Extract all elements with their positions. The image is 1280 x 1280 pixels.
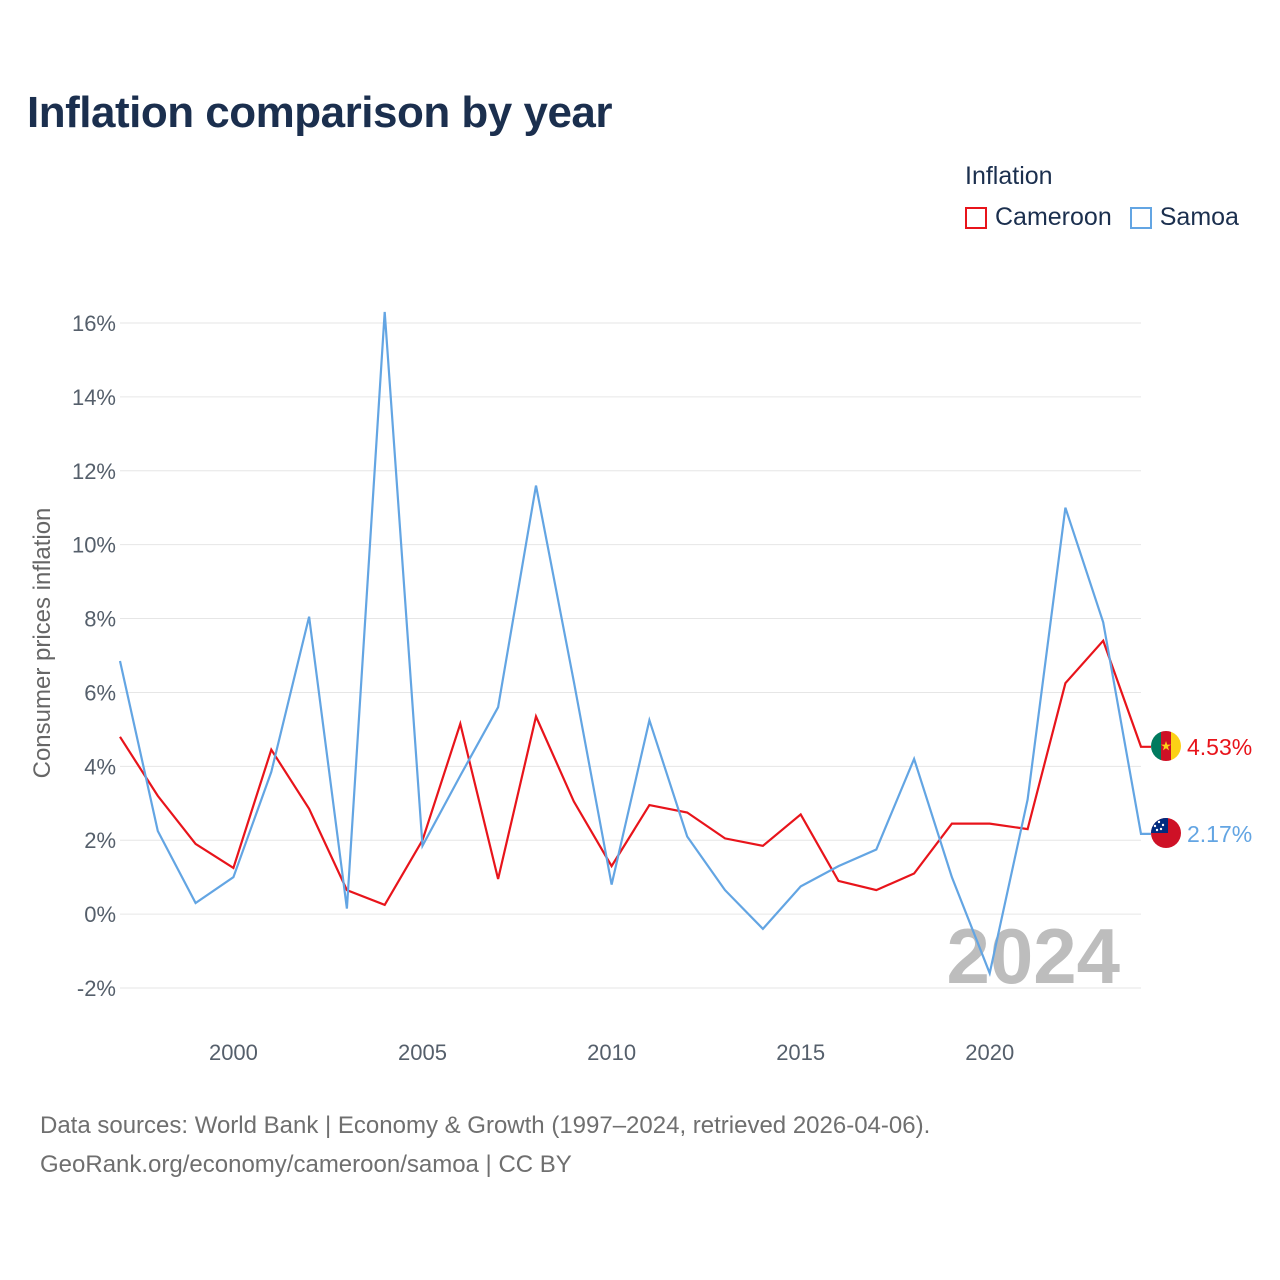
source-line-1: Data sources: World Bank | Economy & Gro… [40,1112,931,1139]
legend-label-samoa: Samoa [1159,203,1239,231]
y-tick-label: 0% [84,902,116,927]
y-tick-label: 14% [72,385,116,410]
legend-swatch-cameroon [965,206,987,229]
samoa-flag-icon [1151,818,1181,848]
y-tick-label: 10% [72,533,116,558]
x-tick-labels: 2000 2005 2010 2015 2020 [209,1040,1014,1065]
x-tick-label: 2020 [965,1040,1014,1065]
y-tick-label: 8% [84,607,116,632]
end-label-cameroon: 4.53% [1187,734,1252,760]
gridlines [120,322,1141,989]
legend-label-cameroon: Cameroon [995,203,1112,231]
end-labels: 4.53% 2.17% [1187,734,1252,847]
end-label-samoa: 2.17% [1187,821,1252,847]
x-tick-label: 2015 [776,1040,825,1065]
series-line-samoa[interactable] [118,311,1151,977]
line-chart: -2%0%2%4%6%8%10%12%14%16% 2000 2005 2010 20… [29,311,1252,1065]
y-tick-label: -2% [77,976,116,1001]
x-tick-label: 2010 [587,1040,636,1065]
series-line-cameroon[interactable] [119,638,1151,907]
cameroon-flag-icon [1151,731,1181,761]
source-line-2: GeoRank.org/economy/cameroon/samoa | CC … [40,1151,572,1178]
source-note: Data sources: World Bank | Economy & Gro… [40,1106,930,1184]
y-tick-label: 12% [72,459,116,484]
legend-item-cameroon[interactable]: Cameroon [965,203,1112,232]
series-lines [118,311,1151,977]
x-tick-label: 2005 [398,1040,447,1065]
chart-title: Inflation comparison by year [27,88,613,137]
x-tick-label: 2000 [209,1040,258,1065]
y-tick-labels: -2% 0% 2% 4% 6% 8% 10% 12% 14% 16% [72,311,116,1001]
y-axis-title: Consumer prices inflation [29,508,56,779]
y-tick-label: 6% [84,680,116,705]
legend-title: Inflation [965,162,1053,190]
legend-swatch-samoa [1129,206,1152,229]
y-tick-label: 4% [84,754,116,779]
y-tick-label: 2% [84,828,116,853]
y-tick-label: 16% [72,311,116,336]
legend-item-samoa[interactable]: Samoa [1129,203,1239,232]
year-watermark: 2024 [946,912,1120,1000]
legend: Inflation Cameroon Samoa [965,162,1257,232]
